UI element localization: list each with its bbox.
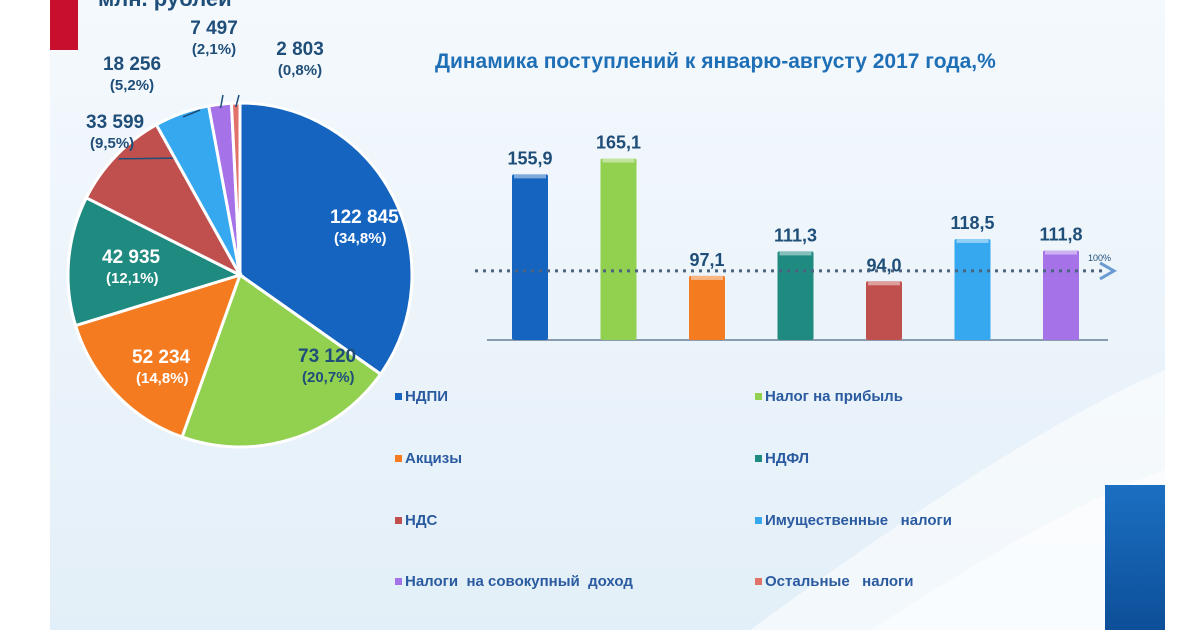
pie-value-label: 122 845 bbox=[330, 207, 399, 228]
legend-item: Остальные налоги bbox=[755, 573, 914, 590]
legend-swatch bbox=[395, 455, 402, 462]
legend-item: Имущественные налоги bbox=[755, 512, 952, 529]
bar bbox=[512, 174, 548, 340]
bar-highlight bbox=[779, 251, 812, 256]
pie-slice bbox=[73, 272, 243, 439]
pie-share-label: (12,1%) bbox=[106, 270, 159, 287]
pie-share-label: (5,2%) bbox=[110, 77, 154, 94]
pie-slice bbox=[229, 101, 242, 276]
bar-highlight bbox=[691, 275, 723, 280]
pie-share-label: (0,8%) bbox=[278, 62, 322, 79]
reference-arrow-icon bbox=[1099, 261, 1118, 281]
legend-label: Имущественные налоги bbox=[765, 512, 953, 529]
legend-swatch bbox=[395, 393, 402, 400]
background-swoosh bbox=[750, 370, 1165, 630]
legend-label: Налоги на совокупный доход bbox=[405, 573, 633, 590]
pie-chart: 122 845 (34,8%) 73 120 (20,7%) 52 234 (14,8%)… bbox=[66, 18, 414, 449]
bar-value-label: 165,1 bbox=[596, 132, 641, 152]
reference-line-label: 100% bbox=[1088, 253, 1111, 263]
bar bbox=[777, 251, 814, 340]
bar-value-label: 118,5 bbox=[950, 213, 994, 233]
brand-blue-block bbox=[1105, 485, 1165, 630]
bar-highlight bbox=[1045, 250, 1077, 255]
pie-slice bbox=[84, 122, 244, 279]
bar-highlight bbox=[602, 158, 635, 163]
brand-red-mark bbox=[50, 0, 78, 50]
pie-leader-line bbox=[235, 94, 240, 108]
bar-highlight bbox=[956, 238, 989, 243]
legend-label: НДФЛ bbox=[765, 450, 810, 467]
legend-item: Акцизы bbox=[395, 450, 462, 467]
bar-value-label: 111,8 bbox=[1039, 225, 1082, 245]
pie-value-label: 42 935 bbox=[102, 247, 161, 268]
bar bbox=[1043, 250, 1079, 340]
legend-label: НДПИ bbox=[405, 388, 449, 405]
bar bbox=[866, 281, 902, 340]
pie-value-label: 73 120 bbox=[298, 346, 356, 367]
pie-value-label: 18 256 bbox=[103, 54, 161, 75]
unit-label: млн. рублей bbox=[98, 0, 232, 12]
bar bbox=[600, 158, 637, 340]
legend-swatch bbox=[755, 517, 762, 524]
pie-share-label: (34,8%) bbox=[334, 230, 387, 247]
legend-swatch bbox=[755, 393, 762, 400]
bar bbox=[689, 275, 725, 340]
pie-value-label: 52 234 bbox=[132, 347, 191, 368]
pie-leader-line bbox=[182, 109, 201, 118]
bar-chart-title: Динамика поступлений к январю-августу 20… bbox=[435, 50, 996, 73]
bar-value-label: 111,3 bbox=[774, 225, 817, 245]
bar-value-label: 155,9 bbox=[507, 148, 552, 168]
bar-highlight bbox=[868, 281, 900, 286]
pie-share-label: (9,5%) bbox=[90, 135, 134, 152]
pie-slice bbox=[238, 101, 414, 377]
legend-swatch bbox=[395, 578, 402, 585]
legend-item: НДПИ bbox=[395, 388, 448, 405]
legend-swatch bbox=[395, 517, 402, 524]
legend-label: Остальные налоги bbox=[765, 573, 914, 590]
legend-swatch bbox=[755, 578, 762, 585]
pie-value-label: 33 599 bbox=[86, 112, 144, 133]
legend-label: Налог на прибыль bbox=[765, 388, 903, 405]
bar-highlight bbox=[514, 174, 546, 179]
pie-share-label: (2,1%) bbox=[192, 41, 236, 58]
legend-swatch bbox=[755, 455, 762, 462]
bar-value-label: 97,1 bbox=[689, 250, 724, 270]
pie-leader-line bbox=[219, 94, 224, 109]
bar bbox=[954, 238, 991, 340]
pie-share-label: (20,7%) bbox=[302, 369, 355, 386]
legend-label: НДС bbox=[405, 512, 438, 529]
legend-label: Акцизы bbox=[405, 450, 463, 467]
pie-value-label: 2 803 bbox=[276, 39, 324, 60]
legend-item: Налоги на совокупный доход bbox=[395, 573, 633, 590]
pie-share-label: (14,8%) bbox=[136, 370, 189, 387]
pie-slice bbox=[66, 195, 245, 328]
legend-item: НДФЛ bbox=[755, 450, 809, 467]
pie-leader-line bbox=[118, 157, 183, 160]
legend-item: Налог на прибыль bbox=[755, 388, 903, 405]
legend-item: НДС bbox=[395, 512, 437, 529]
pie-slice bbox=[180, 272, 383, 449]
pie-value-label: 7 497 bbox=[190, 18, 238, 39]
slide: млн. рублей 122 845 (34,8%) 73 120 (20,7%) 5… bbox=[50, 0, 1165, 630]
